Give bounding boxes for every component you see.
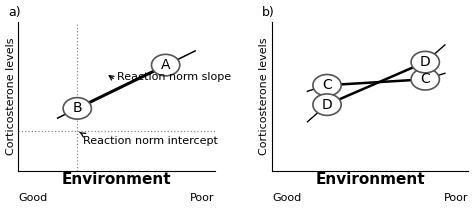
Text: a): a) <box>9 6 21 19</box>
Text: D: D <box>322 98 332 112</box>
Circle shape <box>411 51 439 73</box>
Text: Poor: Poor <box>190 193 215 203</box>
Text: B: B <box>73 101 82 115</box>
Text: Poor: Poor <box>444 193 468 203</box>
Text: Good: Good <box>18 193 47 203</box>
Circle shape <box>63 98 91 119</box>
Text: b): b) <box>262 6 275 19</box>
Text: C: C <box>420 72 430 86</box>
Text: Reaction norm intercept: Reaction norm intercept <box>83 136 218 146</box>
X-axis label: Environment: Environment <box>315 172 425 187</box>
Text: Reaction norm slope: Reaction norm slope <box>117 72 231 82</box>
Text: Good: Good <box>272 193 301 203</box>
Text: D: D <box>420 55 430 69</box>
Y-axis label: Corticosterone levels: Corticosterone levels <box>6 38 16 155</box>
Text: A: A <box>161 58 170 72</box>
Circle shape <box>313 94 341 115</box>
Circle shape <box>411 69 439 90</box>
X-axis label: Environment: Environment <box>62 172 171 187</box>
Circle shape <box>152 54 180 76</box>
Y-axis label: Corticosterone levels: Corticosterone levels <box>259 38 269 155</box>
Text: C: C <box>322 78 332 92</box>
Circle shape <box>313 74 341 96</box>
